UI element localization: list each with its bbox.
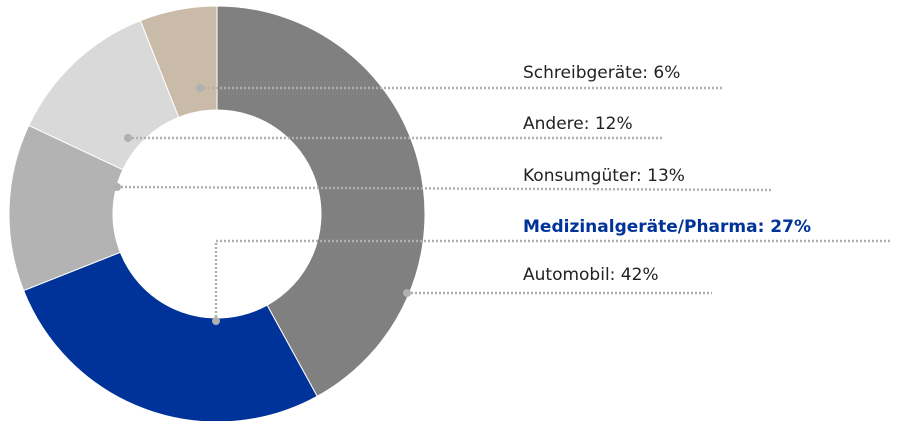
leader-dot	[212, 317, 220, 325]
donut-slice	[22, 251, 318, 421]
slice-label: Medizinalgeräte/Pharma: 27%	[523, 217, 811, 237]
slice-label: Andere: 12%	[523, 114, 633, 134]
donut-slice	[216, 5, 426, 397]
leader-dot	[196, 84, 204, 92]
slice-label: Schreibgeräte: 6%	[523, 63, 680, 83]
leader-dot	[113, 183, 121, 191]
leader-dot	[403, 289, 411, 297]
leader-dot	[124, 134, 132, 142]
leader-line	[214, 239, 890, 321]
donut-slice	[8, 124, 124, 292]
slice-label: Konsumgüter: 13%	[523, 166, 685, 186]
leader-line	[116, 185, 774, 192]
slice-label: Automobil: 42%	[523, 265, 659, 285]
